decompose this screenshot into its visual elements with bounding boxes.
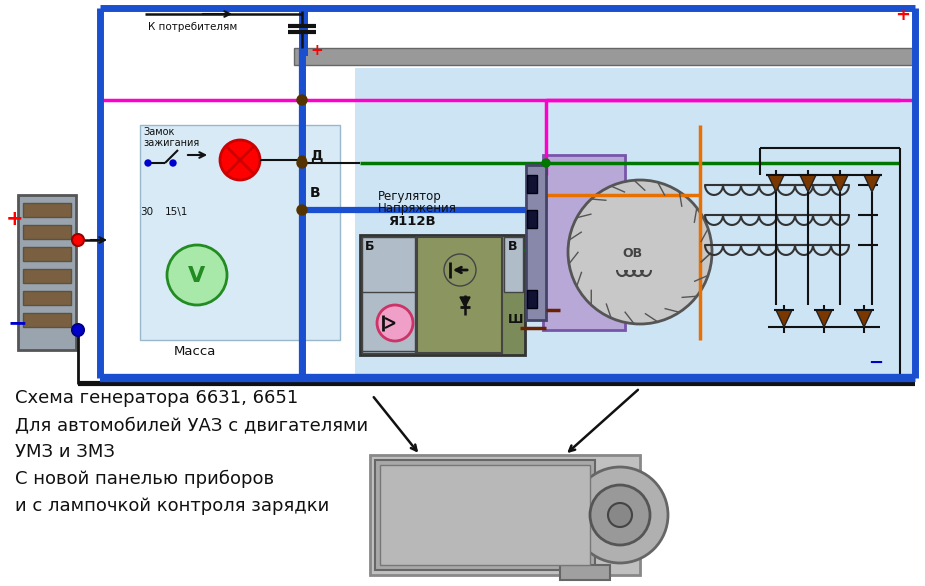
Bar: [526, 165, 546, 320]
Circle shape: [297, 158, 307, 168]
Text: С новой панелью приборов: С новой панелью приборов: [15, 470, 274, 488]
Text: Ш: Ш: [508, 313, 524, 326]
Polygon shape: [832, 175, 848, 192]
Bar: [370, 455, 640, 575]
Polygon shape: [768, 175, 784, 192]
Bar: [23, 313, 71, 327]
Bar: [140, 125, 340, 340]
Bar: [103, 11, 300, 68]
Polygon shape: [864, 175, 880, 192]
Bar: [375, 460, 595, 570]
Text: +: +: [895, 6, 910, 24]
Bar: [23, 247, 71, 261]
Circle shape: [608, 503, 632, 527]
Text: Для автомобилей УАЗ с двигателями: Для автомобилей УАЗ с двигателями: [15, 416, 368, 434]
Circle shape: [72, 324, 84, 336]
Circle shape: [572, 467, 668, 563]
Circle shape: [72, 234, 84, 246]
Bar: [504, 237, 523, 292]
Text: Масса: Масса: [174, 345, 216, 358]
Text: В: В: [310, 186, 321, 200]
Circle shape: [220, 140, 260, 180]
Circle shape: [568, 180, 712, 324]
Text: 30: 30: [140, 207, 154, 217]
Bar: [18, 195, 76, 350]
Text: −: −: [868, 354, 883, 372]
Circle shape: [298, 156, 306, 164]
Text: К потребителям: К потребителям: [148, 22, 237, 32]
Bar: [380, 465, 590, 565]
Bar: [360, 235, 525, 355]
Bar: [362, 292, 415, 351]
Polygon shape: [800, 175, 816, 192]
Bar: [417, 237, 502, 353]
Circle shape: [297, 95, 307, 105]
Circle shape: [297, 205, 307, 215]
Text: Напряжения: Напряжения: [378, 202, 457, 215]
Text: В: В: [508, 240, 517, 253]
Bar: [527, 290, 537, 308]
Circle shape: [145, 160, 151, 166]
Text: Б: Б: [365, 240, 375, 253]
Bar: [23, 269, 71, 283]
Text: +: +: [310, 43, 323, 58]
Bar: [560, 565, 610, 580]
Bar: [23, 225, 71, 239]
Text: Я112В: Я112В: [388, 215, 436, 228]
Bar: [543, 155, 625, 330]
Text: зажигания: зажигания: [143, 138, 199, 148]
Text: −: −: [8, 311, 28, 335]
Bar: [302, 11, 912, 68]
Text: +: +: [6, 209, 24, 229]
Text: Замок: Замок: [143, 127, 175, 137]
Polygon shape: [856, 310, 872, 327]
Polygon shape: [776, 310, 792, 327]
Bar: [100, 8, 355, 378]
Bar: [527, 175, 537, 193]
Text: и с лампочкой контроля зарядки: и с лампочкой контроля зарядки: [15, 497, 329, 515]
Bar: [355, 8, 915, 378]
Bar: [527, 210, 537, 228]
Circle shape: [377, 305, 413, 341]
Circle shape: [542, 159, 550, 167]
Circle shape: [170, 160, 176, 166]
Bar: [23, 291, 71, 305]
Text: 15\1: 15\1: [165, 207, 189, 217]
Bar: [362, 237, 415, 353]
Circle shape: [167, 245, 227, 305]
Text: V: V: [189, 266, 205, 286]
Bar: [294, 48, 915, 65]
Text: Регулятор: Регулятор: [378, 190, 442, 203]
Text: Схема генератора 6631, 6651: Схема генератора 6631, 6651: [15, 389, 298, 407]
Circle shape: [444, 254, 476, 286]
Circle shape: [590, 485, 650, 545]
Polygon shape: [816, 310, 832, 327]
Text: Д: Д: [310, 149, 323, 163]
Bar: [302, 11, 308, 56]
Text: УМЗ и ЗМЗ: УМЗ и ЗМЗ: [15, 443, 115, 461]
Text: ОВ: ОВ: [622, 247, 642, 260]
Bar: [23, 203, 71, 217]
Circle shape: [298, 96, 306, 104]
Polygon shape: [460, 297, 470, 307]
